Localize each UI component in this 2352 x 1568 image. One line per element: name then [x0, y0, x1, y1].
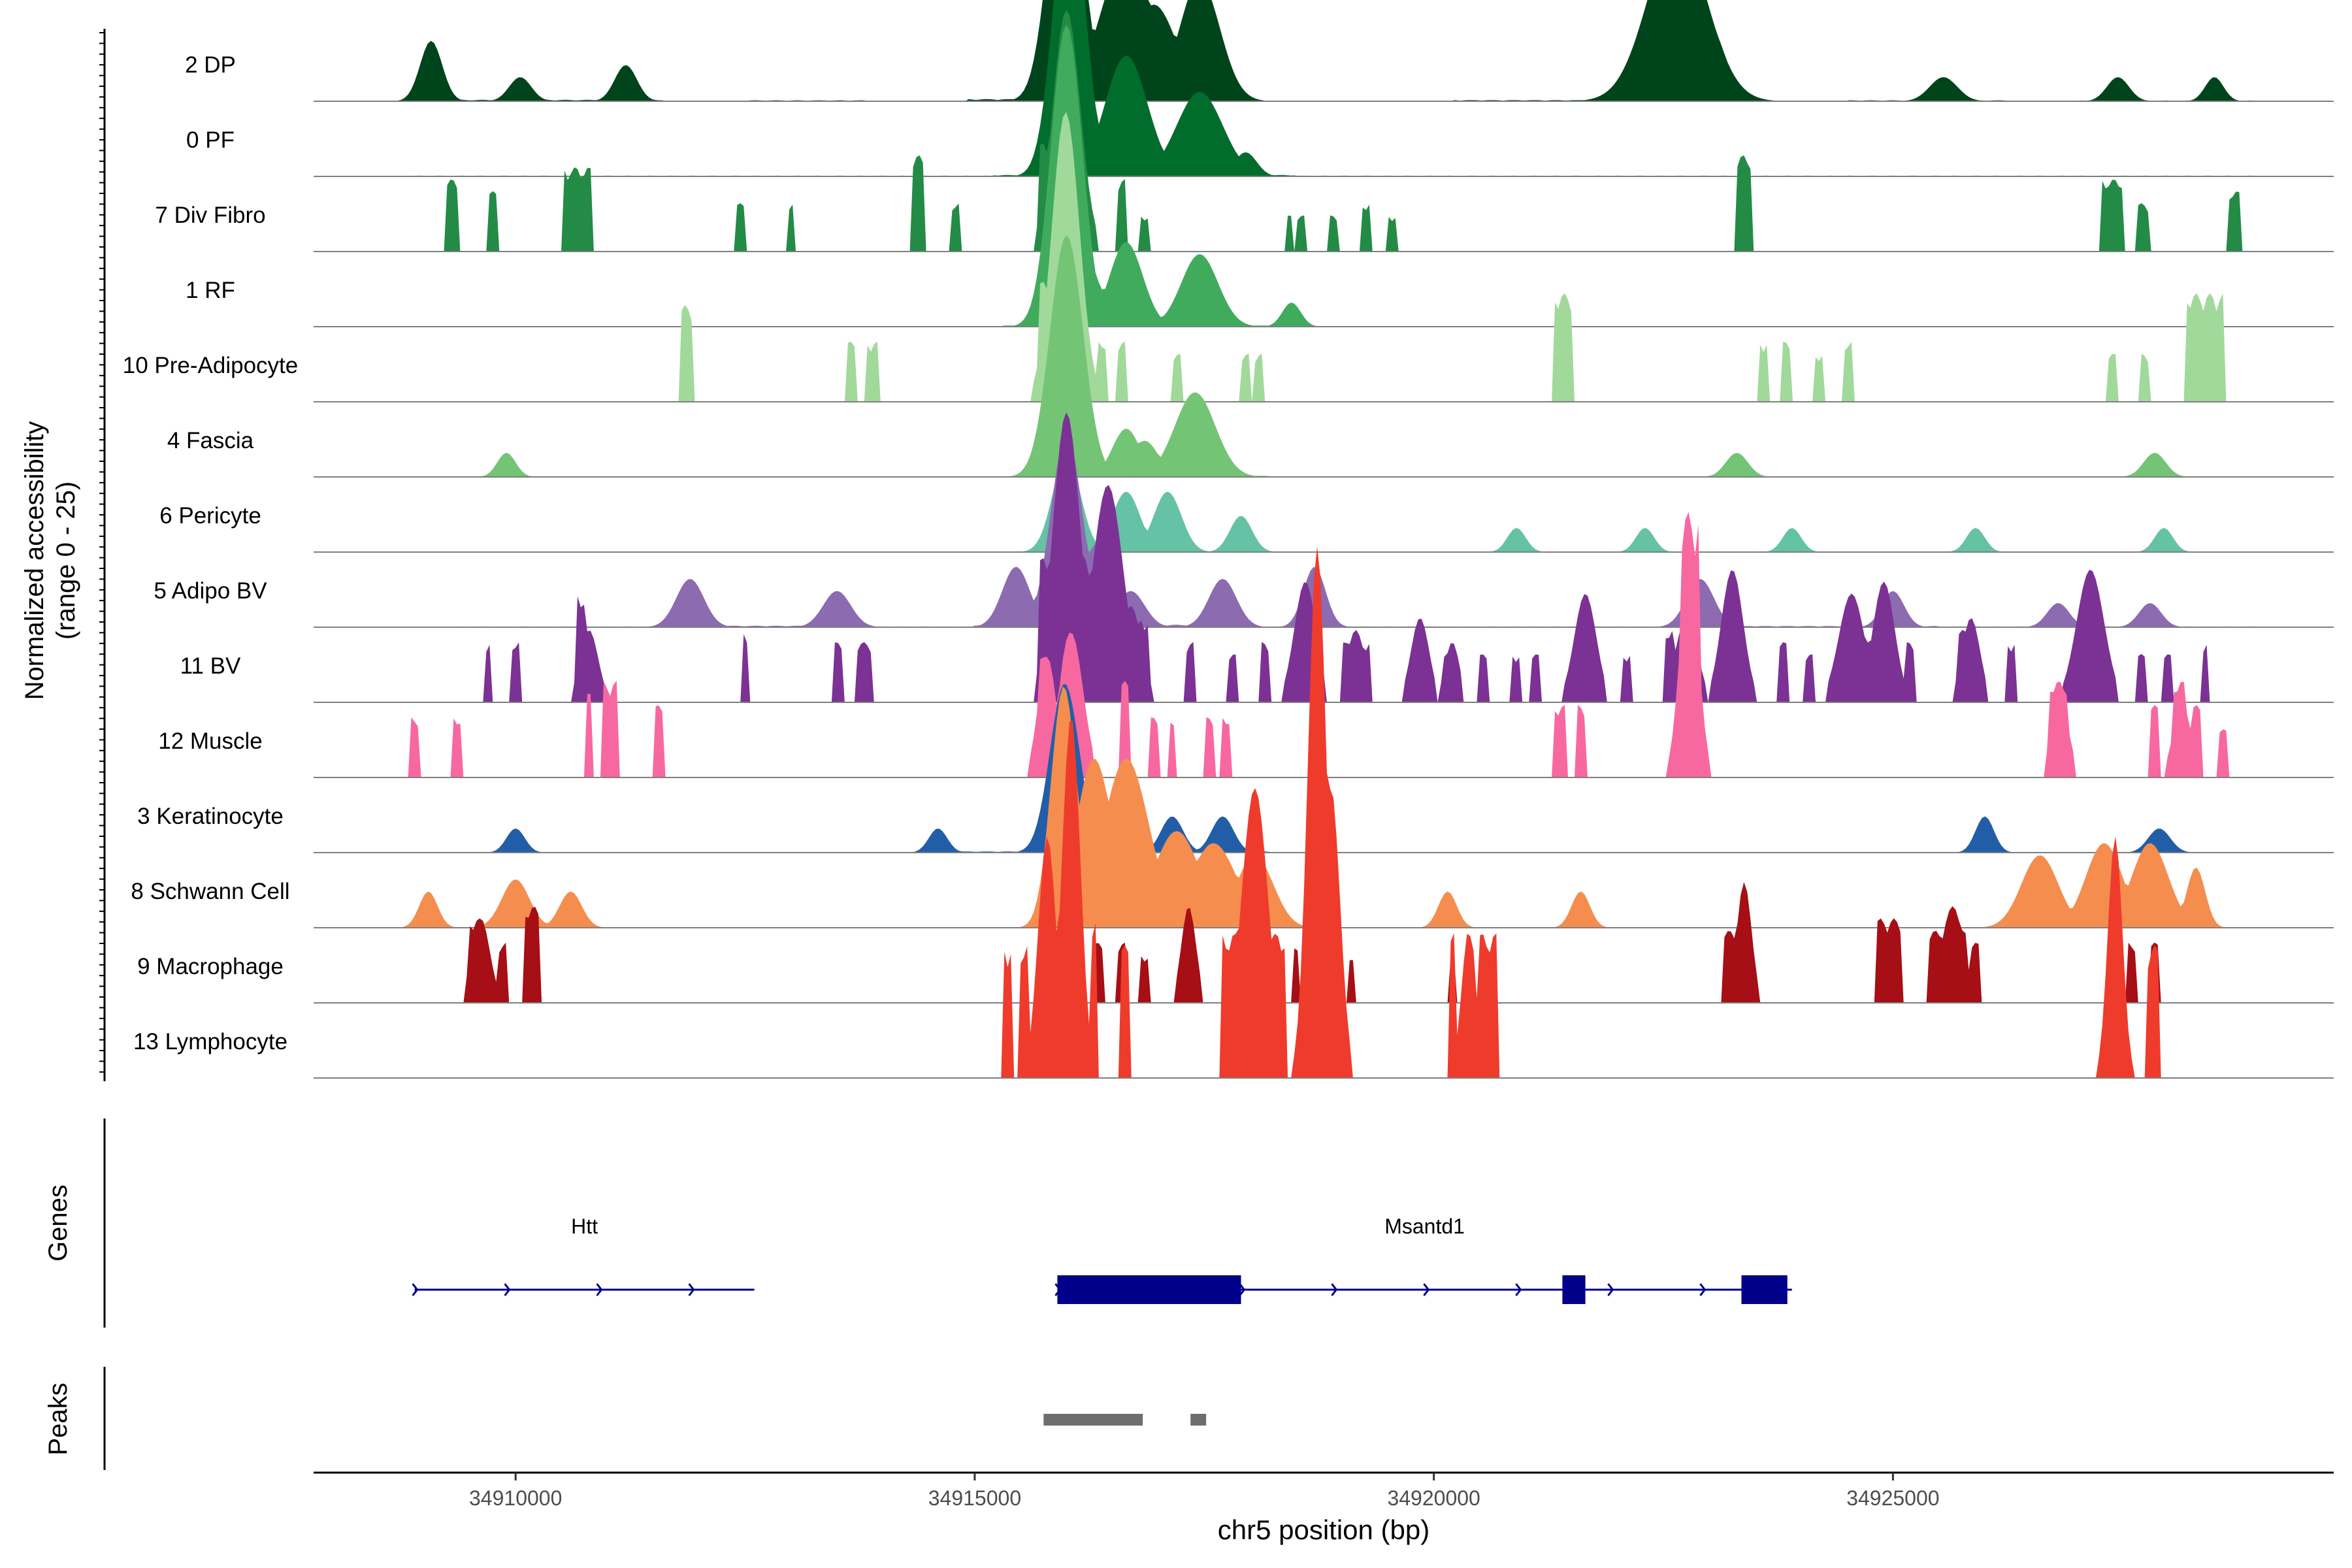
- exon-block: [1741, 1275, 1788, 1304]
- strand-arrow: [688, 1283, 695, 1296]
- x-tick-label: 34920000: [1387, 1486, 1480, 1510]
- x-tick-label: 34910000: [469, 1486, 562, 1510]
- track-2-dp: 2 DP: [185, 0, 2334, 102]
- track-1-rf: 1 RF: [186, 24, 2334, 327]
- coverage-area: [314, 0, 2334, 101]
- track-0-pf: 0 PF: [186, 0, 2334, 177]
- strand-arrow: [412, 1283, 419, 1296]
- coverage-area: [314, 546, 2334, 1078]
- coverage-area: [314, 455, 2334, 552]
- track-label: 11 BV: [180, 653, 241, 679]
- track-6-pericyte: 6 Pericyte: [159, 455, 2334, 553]
- strand-arrow: [1699, 1283, 1707, 1296]
- track-8-schwann-cell: 8 Schwann Cell: [131, 686, 2334, 928]
- track-4-fascia: 4 Fascia: [167, 235, 2334, 478]
- coverage-area: [314, 10, 2334, 252]
- track-7-div-fibro: 7 Div Fibro: [155, 10, 2334, 252]
- x-axis: 34910000 34915000 34920000 34925000: [469, 1473, 1940, 1510]
- coverage-area: [314, 24, 2334, 327]
- gene-name: Htt: [571, 1215, 598, 1238]
- gene-htt: Htt: [412, 1215, 755, 1296]
- track-axis: [99, 29, 106, 1081]
- track-label: 2 DP: [185, 52, 236, 78]
- track-label: 3 Keratinocyte: [137, 804, 284, 829]
- peak-region: [1043, 1414, 1143, 1426]
- track-5-adipo-bv: 5 Adipo BV: [154, 434, 2334, 628]
- peak-regions-track: [1043, 1414, 1207, 1426]
- strand-arrow: [1239, 1283, 1246, 1296]
- track-3-keratinocyte: 3 Keratinocyte: [137, 684, 2334, 853]
- track-label: 12 Muscle: [158, 728, 263, 754]
- coverage-tracks: 2 DP 0 PF 7 Div Fibro 1 RF 10 Pre-Adipocyte 4…: [123, 0, 2334, 1079]
- track-label: 0 PF: [186, 127, 235, 153]
- y-axis-label: Normalized accessibility: [20, 421, 49, 700]
- coverage-area: [314, 686, 2334, 928]
- gene-annotation-track: Htt Msantd1: [412, 1215, 1792, 1304]
- gene-name: Msantd1: [1384, 1215, 1465, 1238]
- gene-msantd1: Msantd1: [1054, 1215, 1792, 1304]
- track-label: 1 RF: [186, 278, 235, 303]
- x-tick-label: 34915000: [928, 1486, 1021, 1510]
- exon-block: [1562, 1275, 1586, 1304]
- track-label: 9 Macrophage: [137, 954, 284, 979]
- track-13-lymphocyte: 13 Lymphocyte: [133, 546, 2334, 1079]
- genes-axis-label: Genes: [44, 1184, 73, 1262]
- track-label: 10 Pre-Adipocyte: [123, 353, 298, 378]
- strand-arrow: [1515, 1283, 1522, 1296]
- x-axis-label: chr5 position (bp): [1218, 1514, 1430, 1545]
- strand-arrow: [1607, 1283, 1614, 1296]
- coverage-area: [314, 112, 2334, 402]
- track-label: 6 Pericyte: [159, 503, 261, 529]
- y-axis-range-label: (range 0 - 25): [52, 482, 80, 640]
- strand-arrow: [1423, 1283, 1430, 1296]
- strand-arrow: [1331, 1283, 1338, 1296]
- peak-region: [1190, 1414, 1207, 1426]
- track-10-pre-adipocyte: 10 Pre-Adipocyte: [123, 112, 2334, 402]
- track-label: 4 Fascia: [167, 428, 254, 453]
- exon-block: [1057, 1275, 1241, 1304]
- peaks-axis-label: Peaks: [44, 1382, 73, 1455]
- coverage-area: [314, 412, 2334, 702]
- strand-arrow: [504, 1283, 511, 1296]
- track-label: 5 Adipo BV: [154, 578, 267, 604]
- coverage-area: [314, 684, 2334, 853]
- coverage-area: [314, 434, 2334, 627]
- x-tick-label: 34925000: [1846, 1486, 1939, 1510]
- track-label: 13 Lymphocyte: [133, 1029, 287, 1054]
- track-label: 7 Div Fibro: [155, 203, 265, 228]
- coverage-area: [314, 235, 2334, 477]
- strand-arrow: [596, 1283, 603, 1296]
- track-label: 8 Schwann Cell: [131, 879, 289, 904]
